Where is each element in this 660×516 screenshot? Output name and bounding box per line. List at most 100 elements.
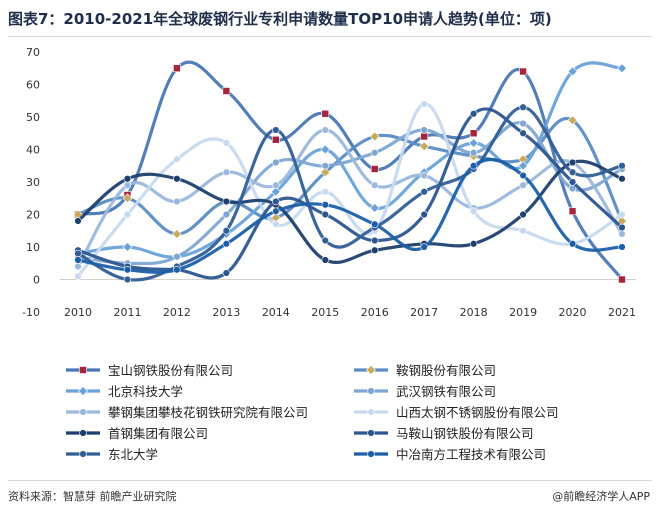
data-point <box>519 119 527 128</box>
data-point <box>272 158 280 167</box>
legend-label: 北京科技大学 <box>108 384 183 399</box>
data-point <box>222 227 231 235</box>
x-tick-label: 2014 <box>262 306 290 319</box>
x-tick-label: 2019 <box>509 306 537 319</box>
y-tick-label: 0 <box>33 274 40 287</box>
line-chart: -10 0 10 20 30 40 50 60 70 2010 2011 2012 2013 2014 20… <box>22 46 636 462</box>
data-point <box>321 162 329 170</box>
data-point <box>519 181 527 189</box>
legend-item: 山西太钢不锈钢股份有限公司 <box>354 405 559 420</box>
data-point <box>123 181 132 189</box>
legend-label: 山西太钢不锈钢股份有限公司 <box>396 405 559 420</box>
legend-label: 东北大学 <box>108 447 158 462</box>
data-point <box>519 227 527 235</box>
data-point <box>171 229 182 239</box>
data-point <box>122 193 133 204</box>
data-point <box>320 167 331 178</box>
data-point <box>222 269 231 277</box>
data-point <box>469 207 478 215</box>
data-point <box>272 197 280 206</box>
legend-item: 宝山钢铁股份有限公司 <box>66 363 233 378</box>
data-point <box>321 210 329 219</box>
data-point <box>420 188 428 196</box>
data-point <box>272 207 280 215</box>
legend-item: 攀钢集团攀枝花钢铁研究院有限公司 <box>66 405 308 420</box>
data-point <box>74 217 82 225</box>
data-point <box>270 186 281 197</box>
data-point <box>173 253 181 261</box>
data-point <box>568 158 577 167</box>
data-point <box>567 66 578 77</box>
y-tick-label: 20 <box>26 209 40 222</box>
legend-item: 马鞍山钢铁股份有限公司 <box>354 426 534 441</box>
data-point <box>518 160 529 171</box>
data-point <box>321 126 329 134</box>
footer-divider <box>8 480 652 481</box>
data-point <box>272 126 280 134</box>
data-point <box>618 275 626 284</box>
data-point <box>519 210 527 219</box>
data-point <box>469 149 478 157</box>
x-tick-label: 2020 <box>559 306 587 319</box>
data-point <box>173 155 181 163</box>
data-point <box>469 162 478 170</box>
data-point <box>618 223 626 232</box>
data-point <box>371 181 379 189</box>
data-point <box>321 188 329 196</box>
data-point <box>567 115 578 126</box>
data-point <box>123 275 132 284</box>
data-point <box>74 256 82 264</box>
legend-label: 攀钢集团攀枝花钢铁研究院有限公司 <box>108 405 308 420</box>
x-tick-label: 2013 <box>212 306 240 319</box>
series-line <box>76 102 624 278</box>
data-point <box>519 129 527 137</box>
legend-swatch-marker <box>367 429 375 437</box>
x-tick-label: 2012 <box>163 306 191 319</box>
data-point <box>369 131 380 142</box>
legend-swatch-marker <box>79 366 87 374</box>
data-point <box>272 181 280 189</box>
data-point <box>420 126 428 134</box>
legend-swatch-marker <box>366 365 376 375</box>
legend-swatch-marker <box>79 408 87 416</box>
data-point <box>420 100 428 108</box>
data-point <box>320 144 331 155</box>
source-note: 资料来源：智慧芽 前瞻产业研究院 <box>8 490 177 503</box>
x-tick-label: 2011 <box>113 306 141 319</box>
brand-credit: @前瞻经济学人APP <box>552 490 650 503</box>
data-point <box>222 168 231 176</box>
data-point <box>519 103 527 111</box>
y-tick-label: 30 <box>26 176 40 189</box>
data-point <box>123 210 132 219</box>
data-point <box>74 262 82 271</box>
data-point <box>173 266 181 274</box>
data-point <box>272 220 280 228</box>
legend-label: 宝山钢铁股份有限公司 <box>108 363 233 378</box>
data-point <box>74 272 82 280</box>
series-line <box>76 159 624 264</box>
data-point <box>469 110 478 118</box>
chart-title: 图表7：2010-2021年全球废钢行业专利申请数量TOP10申请人趋势(单位：… <box>8 10 552 28</box>
data-point <box>222 210 231 219</box>
axis-layer: -10 0 10 20 30 40 50 60 70 2010 2011 2012 2013 2014 20… <box>22 46 636 319</box>
series-layer <box>73 60 627 284</box>
data-point <box>420 171 428 180</box>
data-point <box>321 236 329 245</box>
legend-swatch-marker <box>79 450 87 458</box>
data-point <box>371 149 379 157</box>
data-point <box>173 175 181 183</box>
data-point <box>618 210 626 219</box>
legend-item: 首钢集团有限公司 <box>66 426 208 441</box>
data-point <box>173 64 181 73</box>
data-point <box>420 210 428 219</box>
y-tick-label: 40 <box>26 144 40 157</box>
legend-swatch-marker <box>78 386 88 396</box>
legend-item: 北京科技大学 <box>66 384 183 399</box>
data-point <box>420 243 428 251</box>
data-point <box>618 175 626 183</box>
data-point <box>469 240 478 248</box>
data-point <box>321 256 329 264</box>
data-point <box>122 242 133 252</box>
data-point <box>173 197 181 206</box>
data-point <box>272 135 280 144</box>
